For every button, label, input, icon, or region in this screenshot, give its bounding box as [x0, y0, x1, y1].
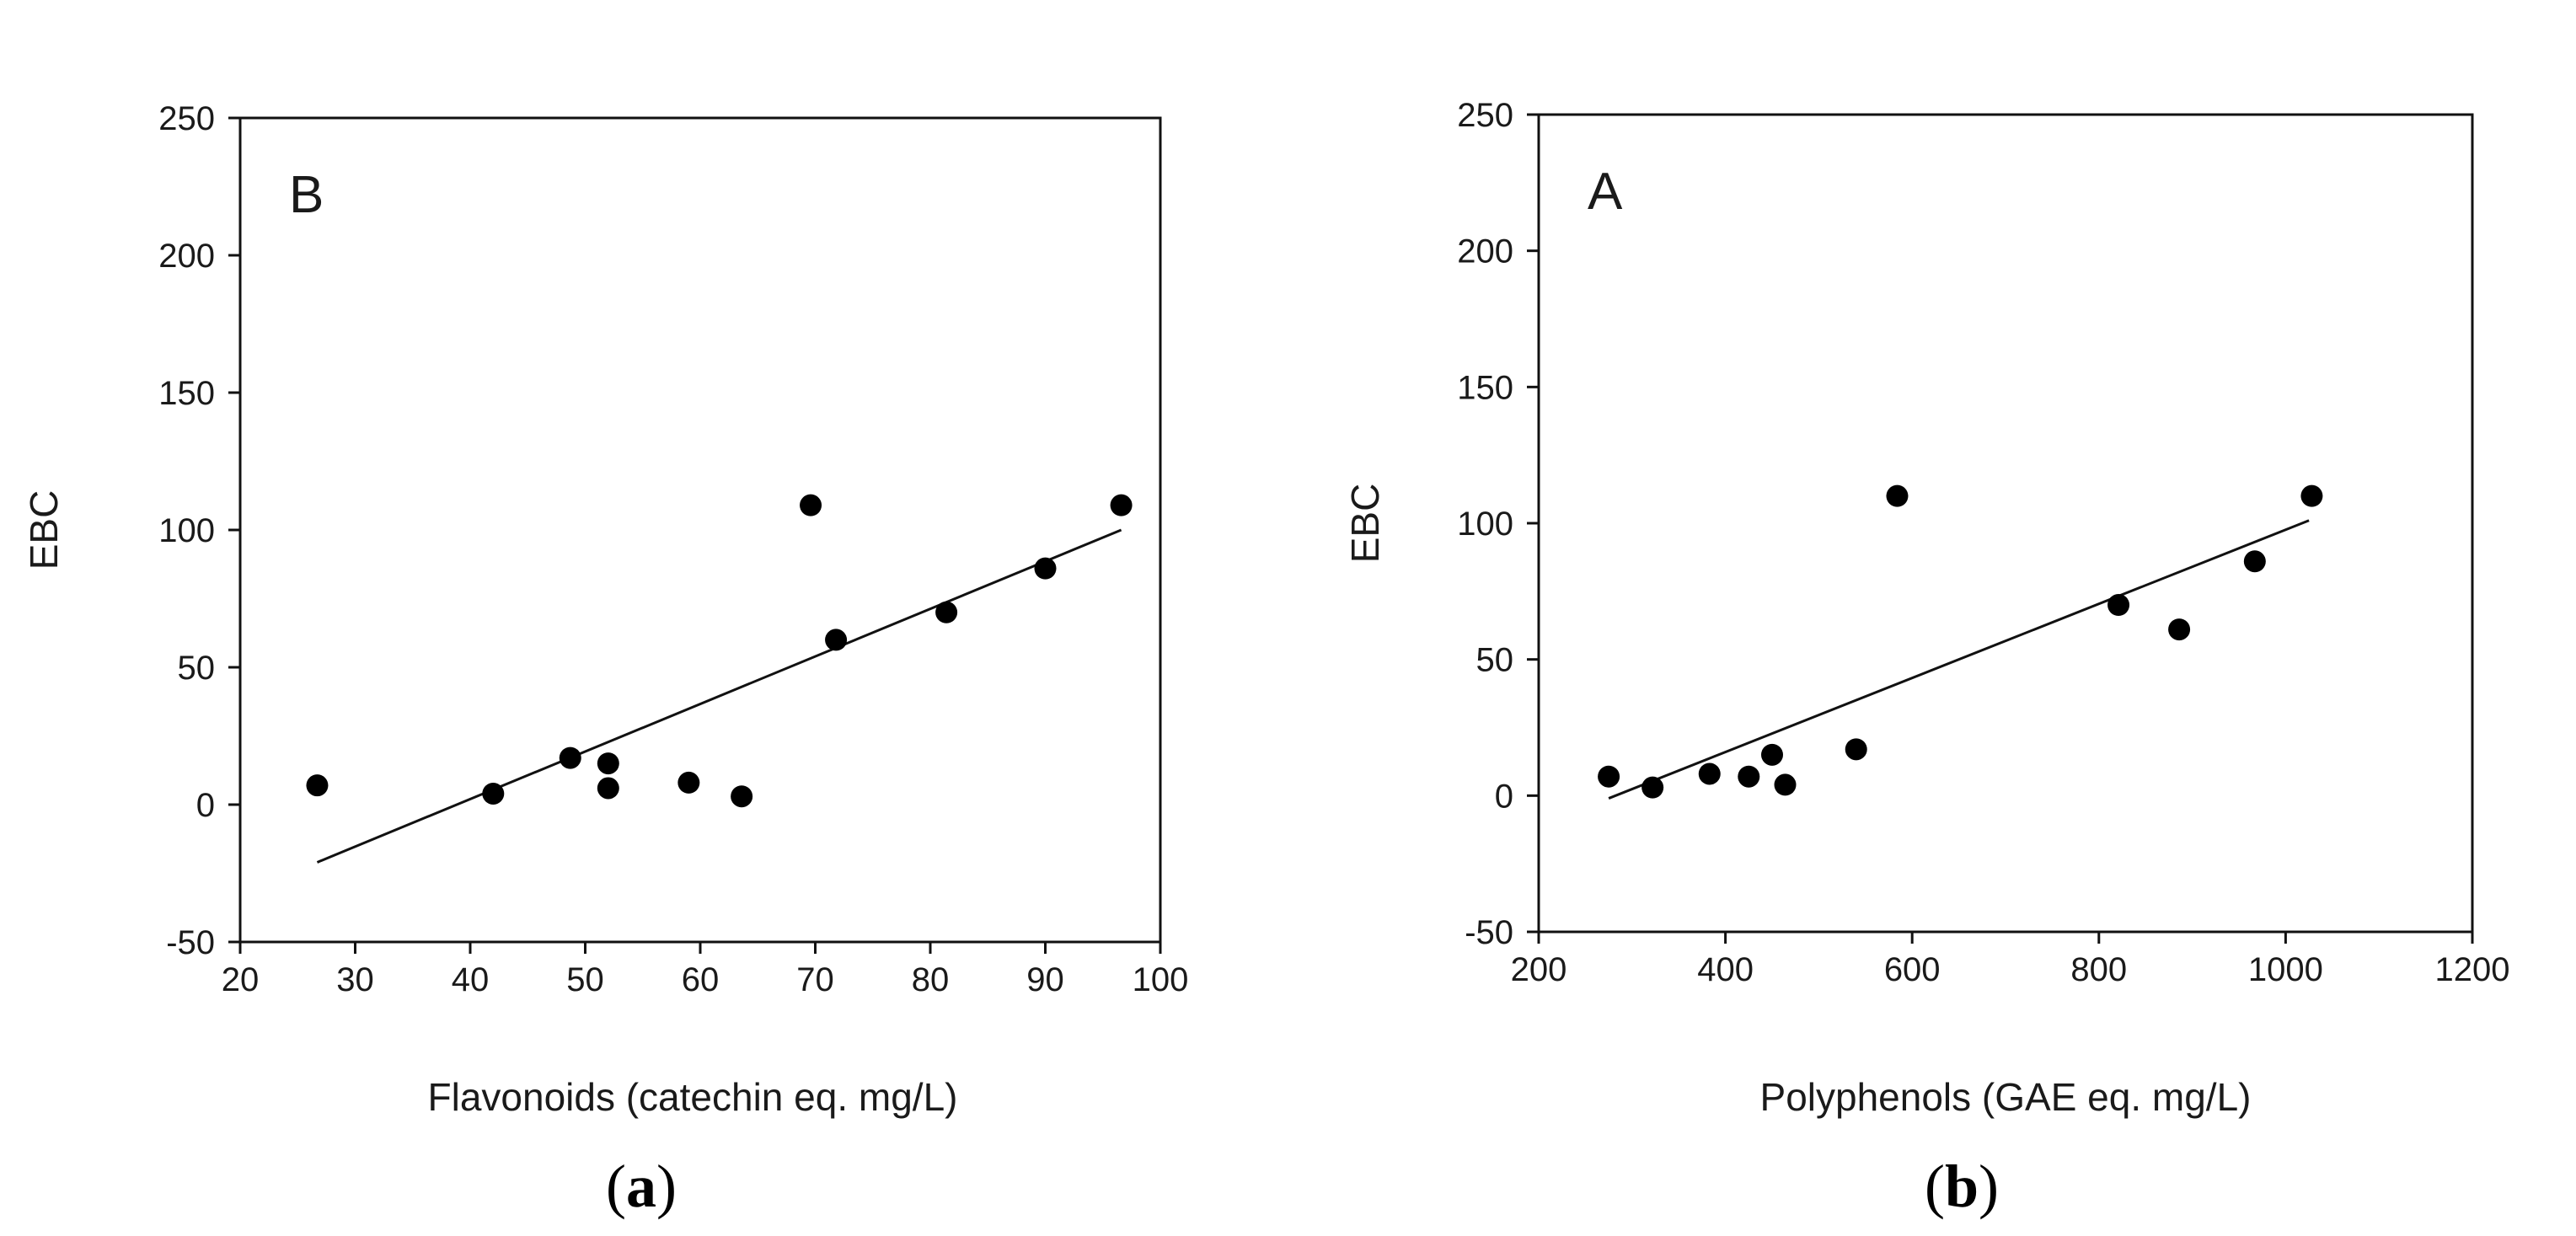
panel-letter: B [289, 166, 324, 224]
x-tick-label: 1200 [2435, 951, 2510, 988]
x-tick-label: 200 [1511, 951, 1567, 988]
y-tick-label: 50 [1476, 642, 1514, 679]
data-point [1774, 773, 1797, 796]
x-tick-label: 70 [796, 961, 834, 998]
y-tick-label: 100 [158, 512, 215, 549]
data-point [2168, 618, 2191, 641]
y-tick-label: 0 [196, 787, 215, 824]
data-point [1761, 743, 1783, 766]
trend-line [1608, 519, 2310, 800]
x-tick-label: 80 [912, 961, 950, 998]
plot-frame [238, 116, 1162, 944]
x-tick-label: 20 [222, 961, 260, 998]
y-tick-label: 150 [158, 375, 215, 412]
data-point [935, 601, 958, 623]
data-point [1641, 776, 1664, 799]
x-tick-label: 30 [336, 961, 374, 998]
data-point [1886, 484, 1909, 507]
chart-panel-flavonoids: 20 30 40 50 60 70 80 90 100 -50 0 50 100 150 200 250 B Fl… [22, 100, 1188, 1220]
y-tick-label: 150 [1457, 369, 1513, 406]
trend-line [316, 528, 1122, 864]
y-tick-label: 250 [158, 100, 215, 137]
y-axis-label: EBC [22, 490, 66, 570]
y-tick-label: 0 [1495, 778, 1513, 815]
chart-panel-polyphenols: 200 400 600 800 1000 1200 -50 0 50 100 150 200 250 A P… [1343, 97, 2509, 1220]
y-tick-label: -50 [166, 924, 215, 961]
x-tick-label: 50 [566, 961, 604, 998]
x-tick-label: 90 [1026, 961, 1064, 998]
plot-frame [1537, 113, 2474, 934]
data-point [482, 782, 505, 805]
y-tick-label: 200 [158, 238, 215, 275]
y-tick-label: 50 [178, 650, 216, 687]
data-point [559, 746, 581, 769]
x-tick-label: 400 [1697, 951, 1754, 988]
data-point [2300, 484, 2323, 507]
data-point [825, 629, 848, 651]
panel-letter: A [1588, 163, 1623, 221]
panel-caption: (a) [606, 1153, 677, 1220]
data-point [800, 494, 822, 516]
y-tick-label: -50 [1465, 914, 1513, 951]
x-tick-label: 1000 [2248, 951, 2323, 988]
data-point [1698, 762, 1721, 785]
x-tick-label: 800 [2070, 951, 2127, 988]
data-point [597, 752, 619, 775]
data-point [731, 785, 753, 808]
y-tick-label: 250 [1457, 97, 1513, 134]
data-point [306, 774, 329, 797]
x-tick-label: 40 [452, 961, 490, 998]
x-tick-label: 60 [682, 961, 720, 998]
x-axis-label: Polyphenols (GAE eq. mg/L) [1760, 1075, 2252, 1119]
x-tick-label: 100 [1133, 961, 1189, 998]
data-point [597, 777, 619, 800]
data-point [1845, 738, 1867, 761]
y-tick-label: 100 [1457, 506, 1513, 543]
x-axis-label: Flavonoids (catechin eq. mg/L) [428, 1075, 958, 1119]
y-tick-label: 200 [1457, 233, 1513, 270]
data-point [2243, 550, 2266, 573]
data-point [1598, 765, 1620, 788]
x-tick-label: 600 [1884, 951, 1941, 988]
data-point [1034, 557, 1057, 580]
panel-caption: (b) [1925, 1153, 1999, 1220]
data-point [2107, 594, 2130, 616]
data-point [677, 771, 700, 794]
data-point [1110, 494, 1133, 516]
y-axis-label: EBC [1343, 484, 1387, 564]
data-point [1738, 765, 1760, 788]
